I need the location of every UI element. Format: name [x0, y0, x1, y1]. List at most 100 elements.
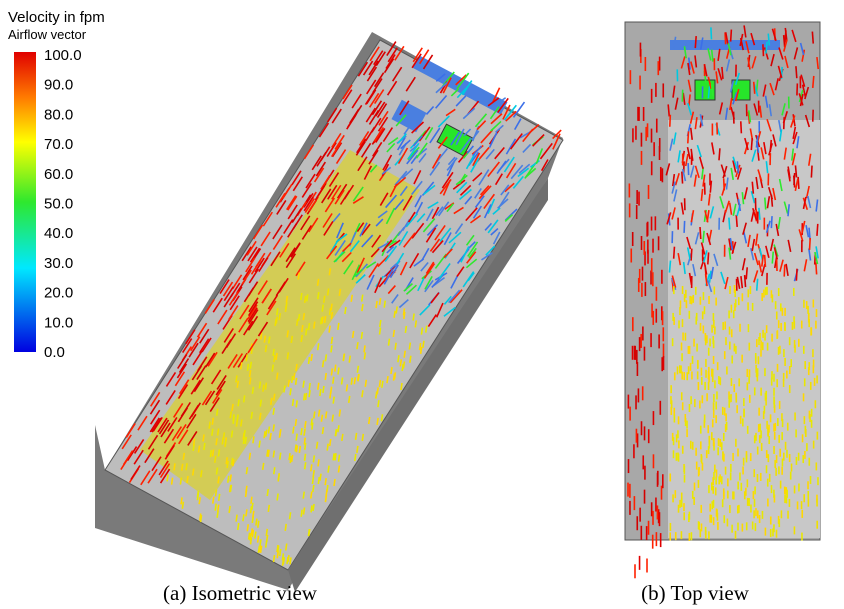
vector — [321, 415, 322, 422]
vector — [277, 551, 278, 558]
vector — [305, 421, 306, 428]
vector — [403, 361, 404, 368]
vector — [230, 411, 231, 418]
vector — [244, 430, 245, 437]
legend-title: Velocity in fpm — [8, 9, 105, 26]
vector — [306, 328, 307, 335]
vector — [317, 442, 318, 449]
vector — [379, 380, 380, 387]
vector — [409, 343, 410, 350]
vector — [765, 255, 766, 267]
vector — [267, 450, 268, 457]
vector — [351, 295, 352, 302]
vector — [401, 383, 402, 390]
vector — [768, 34, 769, 46]
vector — [423, 341, 424, 348]
vector — [304, 507, 305, 514]
vector — [404, 351, 405, 358]
vector — [326, 411, 327, 418]
vector — [394, 372, 395, 379]
legend-tick-label: 20.0 — [44, 285, 73, 302]
vector — [308, 323, 309, 330]
caption: (b) Top view — [641, 581, 750, 605]
vector — [247, 364, 248, 371]
vector — [312, 477, 313, 484]
vector — [329, 268, 330, 275]
vector — [410, 356, 411, 363]
vector — [296, 378, 297, 385]
legend-tick-label: 40.0 — [44, 225, 73, 242]
legend-tick-label: 60.0 — [44, 166, 73, 183]
vector — [333, 453, 334, 460]
vector — [265, 345, 266, 352]
vector — [288, 380, 289, 387]
vector — [331, 345, 332, 352]
vector — [298, 314, 299, 321]
vector — [384, 301, 385, 308]
vector — [798, 177, 799, 189]
vector — [391, 367, 392, 374]
vector — [771, 216, 772, 228]
vector — [354, 377, 355, 384]
vector — [796, 66, 797, 78]
vector — [213, 450, 214, 457]
vector — [784, 265, 785, 277]
legend-tick-label: 100.0 — [44, 47, 82, 64]
vector — [246, 354, 247, 361]
vector — [268, 426, 269, 433]
vector — [182, 502, 183, 509]
vector — [420, 343, 421, 350]
vector — [415, 320, 416, 327]
vector — [365, 380, 366, 387]
vector — [167, 474, 168, 481]
legend-tick-label: 30.0 — [44, 255, 73, 272]
vector — [228, 476, 229, 483]
vector — [353, 331, 354, 338]
vector — [236, 420, 237, 427]
vector — [378, 400, 379, 407]
vector — [182, 464, 183, 471]
vector — [719, 148, 720, 160]
vector — [795, 165, 796, 177]
vector — [333, 377, 334, 384]
vector — [342, 434, 343, 441]
vector — [332, 415, 333, 422]
vector — [306, 393, 307, 400]
vector — [251, 497, 252, 504]
vector — [376, 391, 377, 398]
legend-tick-label: 80.0 — [44, 106, 73, 123]
vector — [180, 478, 181, 485]
vector — [258, 521, 259, 528]
vector — [241, 419, 242, 426]
vector — [745, 275, 746, 287]
vector — [266, 430, 267, 437]
vector — [752, 182, 753, 194]
vector — [230, 474, 231, 481]
vector — [325, 373, 326, 380]
vector — [817, 224, 818, 236]
vector — [273, 408, 274, 415]
vector — [330, 439, 331, 446]
vector — [398, 355, 399, 362]
vector — [357, 342, 358, 349]
vector — [711, 27, 712, 39]
vector — [264, 431, 265, 438]
vector — [186, 463, 187, 470]
vector — [319, 410, 320, 417]
vector — [277, 373, 278, 380]
vector — [203, 434, 204, 441]
vector — [729, 218, 730, 230]
vector — [381, 414, 382, 421]
vector — [253, 511, 254, 518]
vector — [362, 434, 363, 441]
vector — [305, 454, 306, 461]
vector — [331, 312, 332, 319]
vector — [731, 30, 732, 42]
vector — [303, 381, 304, 388]
vector — [362, 295, 363, 302]
vector — [331, 304, 332, 311]
vector — [274, 555, 275, 562]
vector — [320, 389, 321, 396]
vector — [259, 381, 260, 388]
vector — [320, 474, 321, 481]
